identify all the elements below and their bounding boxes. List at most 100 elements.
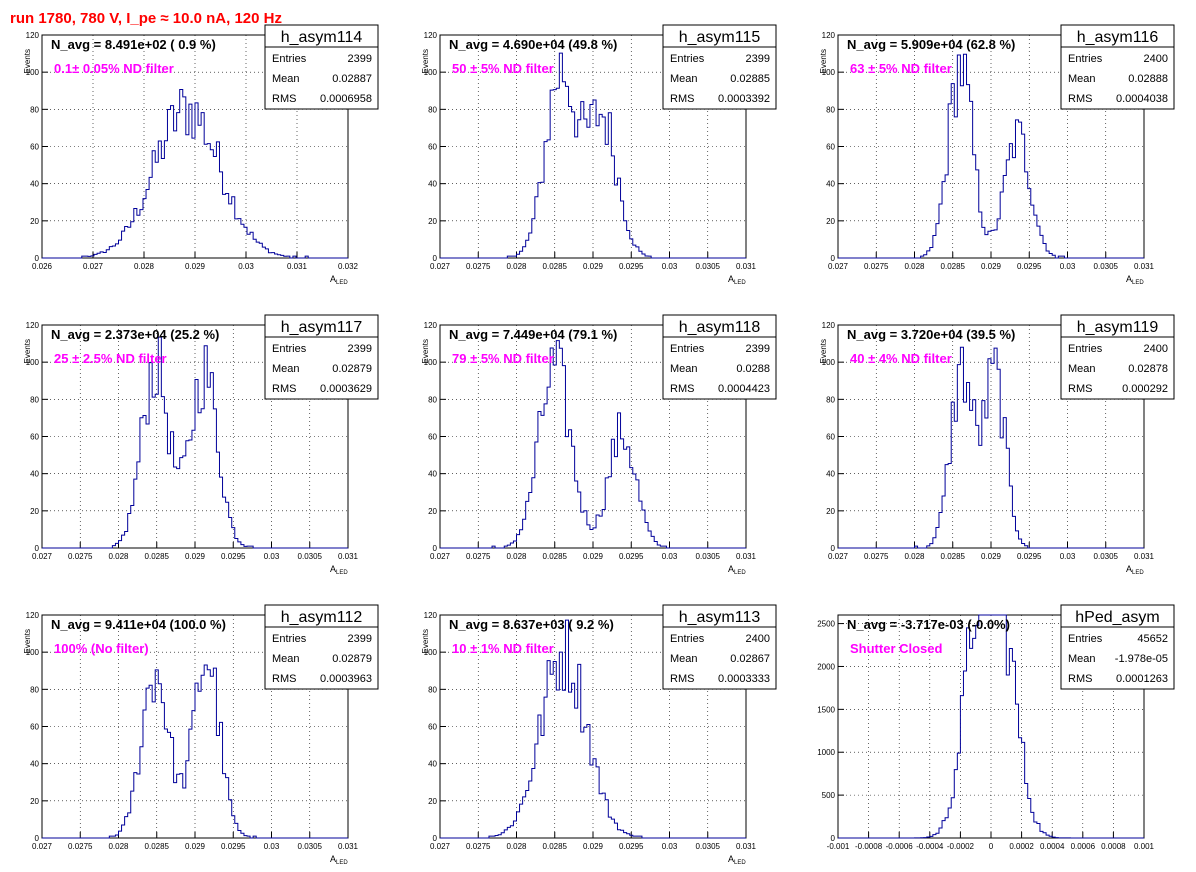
y-tick-label: 120 — [424, 611, 438, 620]
histogram-panel-h_asym116: 0.027 0.0275 0.028 0.0285 0.029 0.0295 0.03 0.0… — [819, 24, 1175, 286]
stats-label: RMS — [670, 673, 694, 685]
x-tick-label: 0.0295 — [1017, 262, 1042, 271]
x-tick-label: 0.029 — [981, 262, 1002, 271]
x-tick-label: 0.0305 — [696, 552, 721, 561]
x-tick-label: 0.0275 — [68, 842, 93, 851]
x-tick-label: 0.027 — [32, 842, 53, 851]
y-tick-label: 40 — [826, 180, 835, 189]
x-tick-label: 0.0285 — [543, 842, 568, 851]
y-tick-label: 120 — [822, 321, 836, 330]
stats-value: 0.0003333 — [718, 673, 770, 685]
stats-value: 0.02885 — [730, 73, 770, 85]
filter-label: 10 ± 1% ND filter — [452, 641, 554, 656]
x-tick-label: 0.0275 — [466, 262, 491, 271]
y-tick-label: 1500 — [817, 705, 835, 714]
stats-label: RMS — [1068, 93, 1092, 105]
y-axis-label: Events — [819, 49, 828, 73]
histogram-bars — [440, 619, 746, 839]
stats-label: Entries — [1068, 343, 1103, 355]
navg-label: N_avg = 2.373e+04 (25.2 %) — [51, 327, 219, 342]
y-tick-label: 40 — [428, 180, 437, 189]
stats-value: 2399 — [348, 343, 372, 355]
y-tick-label: 500 — [822, 791, 836, 800]
y-tick-label: 80 — [826, 105, 835, 114]
stats-value: 0.02867 — [730, 653, 770, 665]
histogram-panel-h_asym115: 0.027 0.0275 0.028 0.0285 0.029 0.0295 0.03 0.0… — [421, 24, 777, 286]
stats-label: RMS — [272, 93, 296, 105]
y-tick-label: 60 — [30, 723, 39, 732]
y-tick-label: 80 — [30, 685, 39, 694]
histogram-panel-h_asym118: 0.027 0.0275 0.028 0.0285 0.029 0.0295 0.03 0.0… — [421, 314, 777, 576]
histogram-bars — [42, 336, 348, 549]
x-tick-label: 0.0285 — [941, 262, 966, 271]
stats-box — [1060, 314, 1175, 400]
y-tick-label: 20 — [30, 217, 39, 226]
stats-value: 0.0001263 — [1116, 673, 1168, 685]
stats-label: Entries — [670, 343, 705, 355]
x-tick-label: 0.0285 — [543, 552, 568, 561]
histogram-name: h_asym114 — [281, 29, 363, 46]
y-tick-label: 20 — [428, 797, 437, 806]
x-tick-label: 0.031 — [338, 552, 359, 561]
stats-value: 2399 — [348, 53, 372, 65]
x-tick-label: 0.028 — [506, 842, 527, 851]
x-axis-label: ALED — [1126, 564, 1144, 576]
histogram-panel-h_asym117: 0.027 0.0275 0.028 0.0285 0.029 0.0295 0.03 0.0… — [23, 314, 379, 576]
x-tick-label: 0.0295 — [619, 552, 644, 561]
x-tick-label: 0.03 — [1060, 262, 1076, 271]
y-tick-label: 0 — [433, 254, 438, 263]
y-tick-label: 100 — [424, 648, 438, 657]
x-tick-label: 0.031 — [287, 262, 308, 271]
y-axis-label: Events — [421, 339, 430, 363]
stats-value: 2399 — [746, 343, 770, 355]
y-tick-label: 2500 — [817, 620, 835, 629]
x-tick-label: 0.0275 — [466, 552, 491, 561]
x-tick-label: 0.0275 — [864, 552, 889, 561]
stats-box — [1060, 24, 1175, 110]
y-tick-label: 120 — [822, 31, 836, 40]
x-tick-label: 0.03 — [264, 842, 280, 851]
y-tick-label: 0 — [831, 254, 836, 263]
x-tick-label: 0.029 — [981, 552, 1002, 561]
x-tick-label: -0.001 — [827, 842, 850, 851]
stats-value: 0.0004423 — [718, 383, 770, 395]
histogram-name: h_asym115 — [679, 29, 761, 46]
y-tick-label: 60 — [826, 143, 835, 152]
x-axis-label: ALED — [330, 854, 348, 866]
x-tick-label: 0.0295 — [221, 552, 246, 561]
x-tick-label: 0.027 — [828, 552, 849, 561]
y-axis-label: Events — [23, 629, 32, 653]
y-tick-label: 80 — [428, 105, 437, 114]
y-tick-label: 2000 — [817, 662, 835, 671]
stats-value: 0.0004038 — [1116, 93, 1168, 105]
histogram-bars — [42, 664, 348, 839]
histogram-name: h_asym117 — [281, 319, 363, 336]
y-tick-label: 120 — [424, 31, 438, 40]
stats-value: 45652 — [1137, 633, 1168, 645]
x-tick-label: 0.031 — [736, 842, 757, 851]
x-tick-label: 0.0002 — [1009, 842, 1034, 851]
stats-box — [662, 314, 777, 400]
x-axis-label: ALED — [330, 274, 348, 286]
y-tick-label: 20 — [30, 797, 39, 806]
navg-label: N_avg = 9.411e+04 (100.0 %) — [51, 617, 226, 632]
filter-label: 40 ± 4% ND filter — [850, 351, 952, 366]
y-tick-label: 100 — [822, 358, 836, 367]
y-tick-label: 20 — [826, 507, 835, 516]
y-tick-label: 20 — [428, 217, 437, 226]
x-tick-label: 0.028 — [108, 842, 129, 851]
x-tick-label: 0.03 — [1060, 552, 1076, 561]
stats-value: 0.02878 — [1128, 363, 1168, 375]
histogram-name: h_asym119 — [1077, 319, 1159, 336]
histogram-bars — [440, 52, 746, 259]
x-tick-label: 0.031 — [736, 552, 757, 561]
stats-box — [662, 604, 777, 690]
x-tick-label: 0.0305 — [1094, 552, 1119, 561]
x-tick-label: 0.03 — [662, 262, 678, 271]
y-axis-label: Events — [23, 49, 32, 73]
stats-label: Mean — [1068, 653, 1096, 665]
x-tick-label: -0.0006 — [886, 842, 914, 851]
x-tick-label: 0.0295 — [221, 842, 246, 851]
y-tick-label: 80 — [428, 685, 437, 694]
